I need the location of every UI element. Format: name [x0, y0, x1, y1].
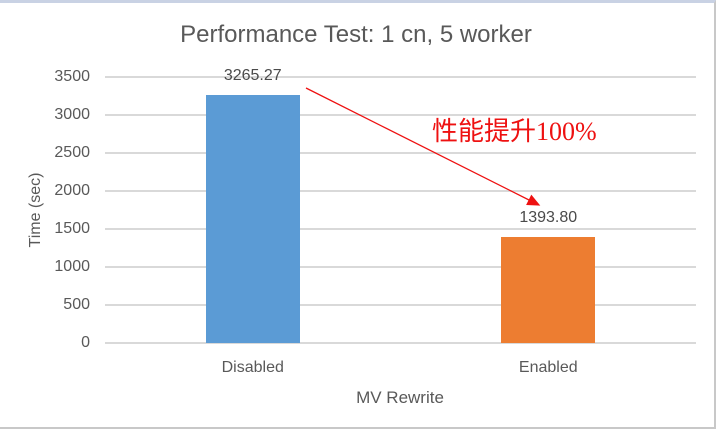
y-tick-label: 3500: [54, 68, 90, 85]
y-tick-label: 500: [63, 296, 90, 313]
data-label-disabled: 3265.27: [223, 66, 282, 84]
x-axis-title: MV Rewrite: [356, 388, 444, 407]
gridline: [105, 76, 696, 78]
y-tick-label: 1000: [54, 258, 90, 275]
chart-title: Performance Test: 1 cn, 5 worker: [180, 21, 532, 48]
y-tick-label: 1500: [54, 220, 90, 237]
gridline: [105, 228, 696, 230]
y-tick-label: 2000: [54, 182, 90, 199]
category-label-enabled: Enabled: [518, 359, 578, 376]
gridline: [105, 304, 696, 306]
gridline: [105, 114, 696, 116]
gridline: [105, 152, 696, 154]
annotation-text: 性能提升100%: [432, 117, 597, 146]
bar-disabled: [205, 94, 300, 343]
annotation-arrow: [305, 87, 541, 206]
y-axis-title: Time (sec): [27, 172, 44, 248]
bar-enabled: [501, 237, 596, 343]
data-label-enabled: 1393.80: [519, 209, 578, 227]
y-tick-label: 0: [81, 334, 90, 351]
gridline: [105, 190, 696, 192]
category-label-disabled: Disabled: [221, 359, 284, 376]
gridline: [105, 266, 696, 268]
y-tick-label: 2500: [54, 144, 90, 161]
y-tick-label: 3000: [54, 106, 90, 123]
gridline: [105, 342, 696, 344]
